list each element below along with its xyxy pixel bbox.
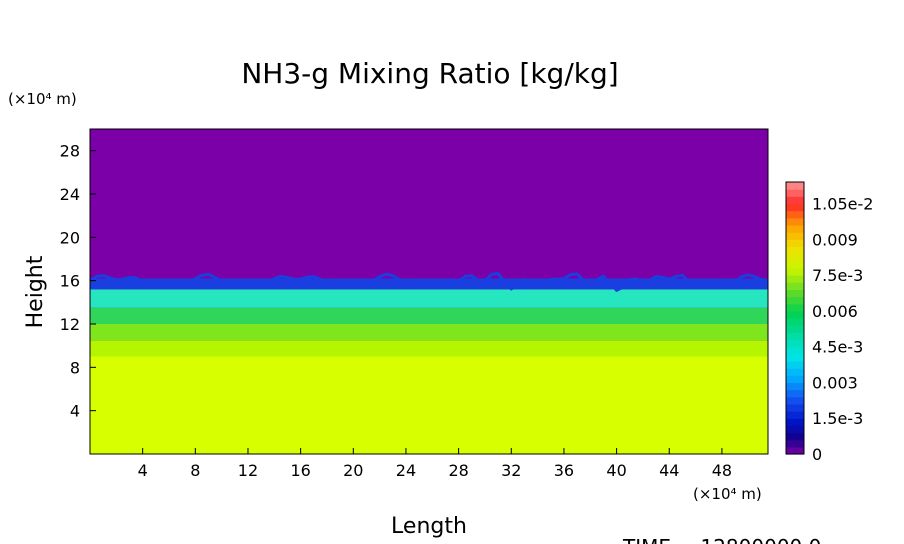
y-unit-label: (×10⁴ m) <box>8 90 77 108</box>
colorbar-tick-label-5: 0.003 <box>812 373 858 392</box>
colorbar-cell-14 <box>786 346 804 355</box>
colorbar-cell-6 <box>786 403 804 412</box>
field-layer-4 <box>90 289 768 308</box>
plot-area <box>89 128 769 455</box>
x-tick-label-7: 32 <box>501 461 521 480</box>
colorbar-tick-label-1: 0.009 <box>812 230 858 249</box>
colorbar-cell-21 <box>786 296 804 305</box>
field-bands <box>90 278 768 454</box>
time-readout: TIME = 12800000.0 <box>622 535 821 544</box>
chart-title: NH3-g Mixing Ratio [kg/kg] <box>241 57 618 90</box>
colorbar-cell-32 <box>786 217 804 226</box>
colorbar-cell-24 <box>786 275 804 283</box>
colorbar-cell-17 <box>786 325 804 333</box>
colorbar-cell-13 <box>786 353 804 362</box>
x-unit-label: (×10⁴ m) <box>693 485 762 503</box>
colorbar-cell-3 <box>786 425 804 434</box>
colorbar-cell-2 <box>786 432 804 441</box>
colorbar-cell-25 <box>786 267 804 276</box>
y-tick-label-3: 16 <box>60 272 80 291</box>
y-tick-label-4: 20 <box>60 228 80 247</box>
colorbar-cells <box>786 182 804 455</box>
colorbar-cell-26 <box>786 260 804 269</box>
y-tick-label-1: 8 <box>70 358 80 377</box>
colorbar-cell-23 <box>786 282 804 290</box>
y-tick-label-5: 24 <box>60 185 80 204</box>
colorbar-cell-29 <box>786 239 804 248</box>
colorbar-tick-label-2: 7.5e-3 <box>812 266 863 285</box>
colorbar-tick-label-0: 1.05e-2 <box>812 194 873 213</box>
x-tick-label-11: 48 <box>712 461 732 480</box>
colorbar-cell-15 <box>786 339 804 348</box>
y-tick-label-6: 28 <box>60 142 80 161</box>
field-layer-3 <box>90 307 768 324</box>
colorbar-tick-label-7: 0 <box>812 445 822 464</box>
field-layer-0 <box>90 356 768 454</box>
plot-frame <box>89 128 769 455</box>
colorbar-cell-16 <box>786 332 804 341</box>
colorbar-cell-22 <box>786 289 804 298</box>
y-axis-ticks: 4 8 12 16 20 24 28 <box>60 142 96 421</box>
colorbar-cell-30 <box>786 232 804 240</box>
field-layer-2 <box>90 324 768 341</box>
x-tick-label-5: 24 <box>396 461 416 480</box>
colorbar-ticks: 1.05e-2 0.009 7.5e-3 0.006 4.5e-3 0.003 1.5e-3… <box>812 194 873 464</box>
colorbar-cell-36 <box>786 189 804 197</box>
colorbar-cell-19 <box>786 310 804 319</box>
x-tick-label-1: 8 <box>190 461 200 480</box>
x-tick-label-8: 36 <box>554 461 574 480</box>
colorbar-tick-label-6: 1.5e-3 <box>812 409 863 428</box>
colorbar-cell-37 <box>786 182 804 190</box>
colorbar-cell-31 <box>786 224 804 233</box>
colorbar-cell-34 <box>786 203 804 212</box>
colorbar-cell-10 <box>786 375 804 384</box>
colorbar-cell-12 <box>786 360 804 369</box>
colorbar-cell-28 <box>786 246 804 255</box>
colorbar-cell-7 <box>786 396 804 405</box>
y-tick-label-2: 12 <box>60 315 80 334</box>
x-tick-label-10: 44 <box>659 461 679 480</box>
colorbar-cell-5 <box>786 411 804 419</box>
y-tick-label-0: 4 <box>70 402 80 421</box>
colorbar-cell-27 <box>786 253 804 262</box>
colorbar-cell-11 <box>786 368 804 376</box>
colorbar-tick-label-4: 4.5e-3 <box>812 338 863 357</box>
x-axis-ticks: 4 8 12 16 20 24 28 32 36 40 44 48 <box>138 448 732 480</box>
colorbar: 1.05e-2 0.009 7.5e-3 0.006 4.5e-3 0.003 1.5e-3… <box>785 181 873 464</box>
field-layer-1 <box>90 340 768 357</box>
x-tick-label-6: 28 <box>448 461 468 480</box>
colorbar-cell-8 <box>786 389 804 398</box>
interface-edge <box>89 271 769 293</box>
colorbar-cell-20 <box>786 303 804 312</box>
colorbar-cell-0 <box>786 446 804 455</box>
colorbar-cell-33 <box>786 210 804 219</box>
colorbar-tick-label-3: 0.006 <box>812 302 858 321</box>
colorbar-cell-35 <box>786 196 804 205</box>
x-tick-label-0: 4 <box>138 461 148 480</box>
y-axis-label: Height <box>23 255 48 328</box>
colorbar-cell-1 <box>786 439 804 448</box>
colorbar-cell-4 <box>786 418 804 426</box>
x-tick-label-2: 12 <box>238 461 258 480</box>
colorbar-frame <box>785 181 805 455</box>
colorbar-cell-9 <box>786 382 804 391</box>
x-tick-label-3: 16 <box>290 461 310 480</box>
x-axis-label: Length <box>391 514 467 539</box>
colorbar-cell-18 <box>786 318 804 326</box>
x-tick-label-9: 40 <box>606 461 626 480</box>
x-tick-label-4: 20 <box>343 461 363 480</box>
